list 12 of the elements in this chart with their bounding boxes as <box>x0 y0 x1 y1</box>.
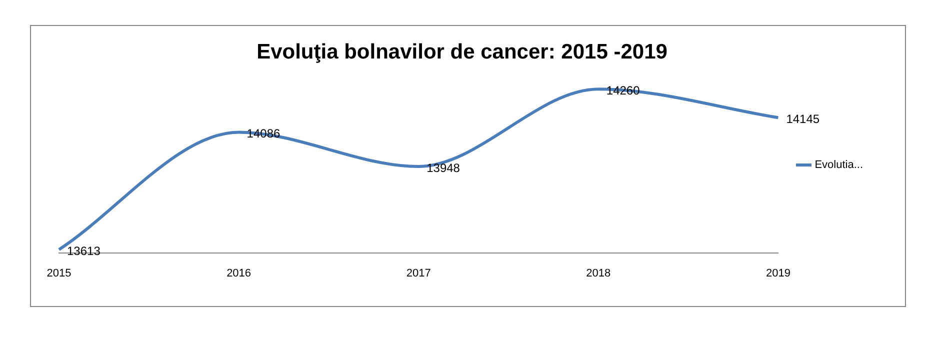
legend-label: Evolutia... <box>814 159 864 172</box>
x-tick-label: 2018 <box>586 267 611 280</box>
chart-title: Evoluţia bolnavilor de cancer: 2015 -2019 <box>256 40 668 64</box>
data-label: 14260 <box>606 83 640 98</box>
x-tick-label: 2017 <box>406 267 431 280</box>
data-label: 14145 <box>786 112 820 126</box>
data-label: 13948 <box>426 160 460 175</box>
data-label: 14086 <box>246 126 280 141</box>
x-tick-label: 2019 <box>766 267 790 280</box>
x-tick-label: 2015 <box>46 267 72 280</box>
x-tick-label: 2016 <box>226 267 252 280</box>
data-label: 13613 <box>67 244 101 258</box>
